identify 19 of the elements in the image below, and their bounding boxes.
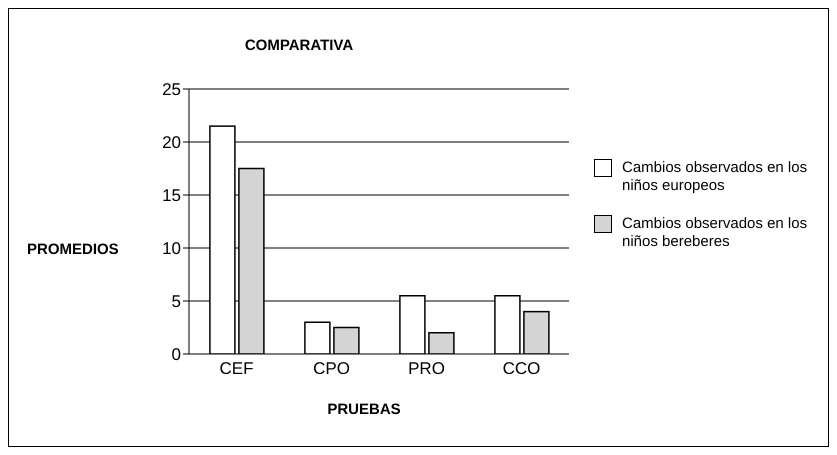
legend-label: Cambios observados en los niños europeos [622, 159, 808, 195]
y-axis-title: PROMEDIOS [27, 241, 119, 258]
y-tick-label: 25 [162, 80, 181, 100]
x-tick-label: CCO [502, 359, 540, 378]
chart-title: COMPARATIVA [244, 37, 354, 54]
y-tick-label: 0 [172, 345, 181, 364]
bar [523, 310, 550, 354]
x-tick-label: CPO [313, 359, 350, 378]
bar [304, 321, 331, 354]
y-tick-label: 15 [162, 186, 181, 206]
y-tick-label: 10 [162, 239, 181, 258]
y-tick-label: 20 [162, 133, 181, 152]
x-tick-label: CEF [220, 359, 254, 378]
x-axis-title: PRUEBAS [326, 401, 402, 418]
bar [428, 332, 455, 354]
y-tick-label: 5 [172, 292, 181, 312]
legend-label: Cambios observados en los niños bereberes [622, 215, 808, 251]
x-tick-label: PRO [408, 359, 445, 378]
bar [333, 326, 360, 354]
